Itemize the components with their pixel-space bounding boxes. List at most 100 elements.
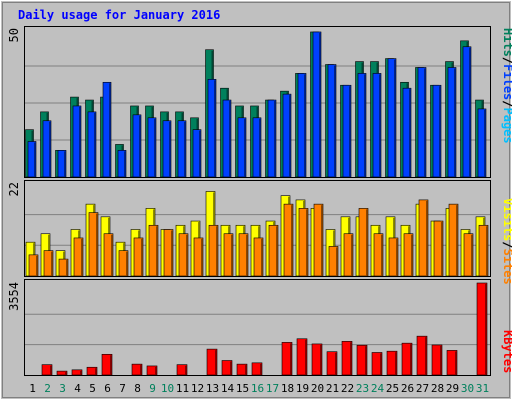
x-label-day-8: 8 [134,382,141,395]
bar-files-day-14 [222,99,232,178]
legend-sep-3: / [501,241,512,248]
bar-kbytes-day-4 [71,369,83,376]
x-label-day-30: 30 [461,382,474,395]
bar-files-day-21-shade [334,65,336,177]
bar-files-day-18-shade [289,95,291,177]
x-label-day-15: 15 [236,382,249,395]
x-label-day-24: 24 [371,382,385,395]
bar-kbytes-day-5 [86,366,98,376]
ymax-hits-label: 50 [7,28,21,42]
bar-files-day-24-shade [379,74,381,177]
bar-kbytes-day-27-shade [425,337,427,375]
bar-kbytes-day-28-shade [440,345,442,375]
x-label-day-29: 29 [446,382,459,395]
bar-sites-day-17-shade [276,226,278,276]
x-label-day-4: 4 [74,382,81,395]
bar-files-day-1-shade [34,142,36,177]
bar-kbytes-day-16-shade [260,363,262,375]
bar-files-day-28-shade [439,86,441,177]
bar-kbytes-day-23-shade [365,346,367,375]
bar-files-day-9 [147,117,157,178]
bar-sites-day-27 [418,199,429,277]
bar-files-day-10 [162,120,172,178]
bar-sites-day-26 [403,233,414,277]
bar-files-day-10-shade [169,121,171,177]
bar-files-day-3-shade [64,151,66,177]
bar-files-day-4 [72,105,82,178]
bar-sites-day-14-shade [231,234,233,276]
bar-files-day-17-shade [274,101,276,177]
bar-files-day-6-shade [109,83,111,177]
bar-kbytes-day-9 [146,365,158,376]
ymax-kbytes-label: 3554 [7,282,21,311]
bar-files-day-21 [327,64,337,178]
bar-files-day-12 [192,129,202,178]
bar-kbytes-day-21 [326,351,338,376]
bar-kbytes-day-19 [296,338,308,376]
bar-sites-day-7-shade [126,251,128,276]
bar-files-day-6 [102,81,112,178]
bar-kbytes-day-6-shade [110,355,112,375]
bar-sites-day-11 [178,233,189,277]
bar-files-day-23-shade [364,74,366,177]
x-label-day-2: 2 [44,382,51,395]
bar-kbytes-day-19-shade [305,339,307,375]
x-label-day-21: 21 [326,382,339,395]
bar-sites-day-6 [103,233,114,277]
x-axis-labels: 1 2 3 4 5 6 7 8 9 10 11 12 13 14 15 16 17 18 19 20 21 22 23 24 2… [29,382,489,395]
x-label-day-25: 25 [386,382,399,395]
bar-sites-day-13 [208,224,219,277]
bar-sites-day-9-shade [156,226,158,276]
bar-sites-day-19-shade [306,209,308,276]
bar-sites-day-15 [238,233,249,277]
bar-sites-day-21-shade [336,247,338,276]
bar-sites-day-28-shade [441,222,443,276]
bar-kbytes-day-24 [371,352,383,376]
x-label-day-13: 13 [206,382,219,395]
bar-kbytes-day-25-shade [395,352,397,375]
x-label-day-5: 5 [89,382,96,395]
bar-kbytes-day-18 [281,342,293,376]
x-label-day-26: 26 [401,382,414,395]
ymax-visits-label: 22 [7,182,21,196]
bar-sites-day-14 [223,233,234,277]
legend-kbytes: KBytes [501,330,512,373]
bar-kbytes-day-26 [401,342,413,376]
bar-sites-day-22 [343,233,354,277]
bar-files-day-28 [432,84,442,178]
bar-kbytes-day-13-shade [215,350,217,375]
bar-kbytes-day-8 [131,363,143,376]
bar-files-day-23 [357,73,367,178]
bar-kbytes-day-16 [251,362,263,376]
bar-sites-day-31-shade [486,226,488,276]
bar-sites-day-15-shade [246,234,248,276]
bar-sites-day-25-shade [396,238,398,276]
frame-shadow [2,2,510,398]
bar-files-day-9-shade [154,118,156,177]
bar-sites-day-17 [268,224,279,277]
bar-files-day-27 [417,67,427,178]
bar-files-day-14-shade [229,101,231,177]
bar-files-day-22-shade [349,86,351,177]
legend-sep-1: / [501,100,512,107]
bar-files-day-16-shade [259,118,261,177]
bar-kbytes-day-13 [206,348,218,376]
x-label-day-28: 28 [431,382,444,395]
bar-kbytes-day-26-shade [410,344,412,375]
legend-top: Hits/Files/Pages [501,28,512,144]
bar-sites-day-31 [478,224,489,277]
bar-kbytes-day-11 [176,364,188,376]
x-label-day-27: 27 [416,382,429,395]
bar-sites-day-19 [298,208,309,277]
bar-files-day-4-shade [79,106,81,177]
bar-files-day-26-shade [409,89,411,177]
bar-sites-day-9 [148,224,159,277]
bar-kbytes-day-15-shade [245,365,247,375]
bar-files-day-17 [267,99,277,178]
bar-kbytes-day-5-shade [95,368,97,375]
bar-sites-day-1 [28,254,39,277]
x-label-day-23: 23 [356,382,369,395]
bar-sites-day-8-shade [141,238,143,276]
bar-kbytes-day-14-shade [230,361,232,375]
